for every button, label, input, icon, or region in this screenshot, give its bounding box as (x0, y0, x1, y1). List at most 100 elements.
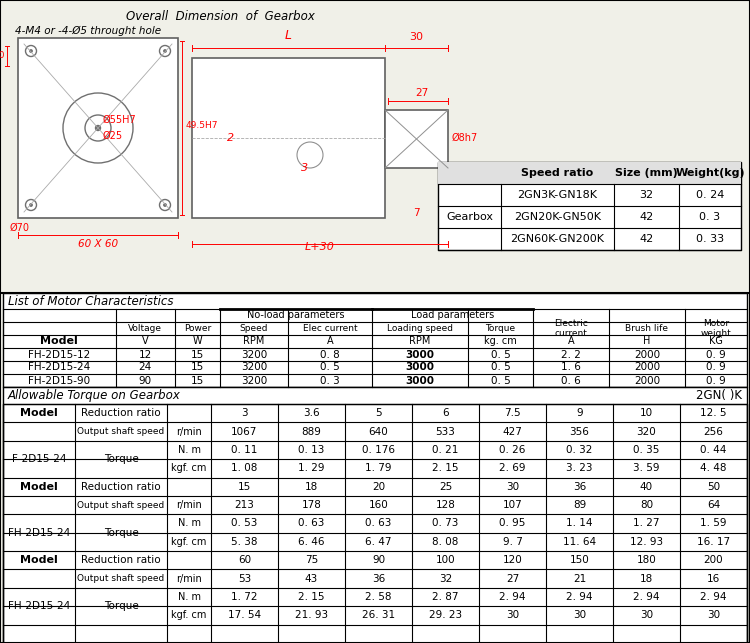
Text: 120: 120 (503, 556, 522, 565)
Text: kgf. cm: kgf. cm (171, 610, 207, 620)
Text: Voltage: Voltage (128, 324, 162, 333)
Text: 2GN60K-GN200K: 2GN60K-GN200K (511, 234, 604, 244)
Text: Load parameters: Load parameters (411, 311, 494, 320)
Bar (18, 38, 178, 218)
Text: Model: Model (20, 556, 58, 565)
Text: 15: 15 (190, 350, 204, 359)
Bar (438, 162, 741, 250)
Text: 6. 46: 6. 46 (298, 537, 325, 547)
Text: 0. 26: 0. 26 (500, 445, 526, 455)
Text: 1. 14: 1. 14 (566, 518, 592, 529)
Text: Output shaft speed: Output shaft speed (77, 427, 165, 436)
Text: 27: 27 (506, 574, 519, 584)
Text: 12. 93: 12. 93 (630, 537, 663, 547)
Text: Model: Model (40, 336, 78, 347)
Text: Allowable Torque on Gearbox: Allowable Torque on Gearbox (8, 389, 181, 402)
Text: No-load parameters: No-load parameters (248, 311, 345, 320)
Text: 26. 31: 26. 31 (362, 610, 395, 620)
Text: 2. 94: 2. 94 (500, 592, 526, 602)
Text: 0. 13: 0. 13 (298, 445, 325, 455)
Text: Ø25: Ø25 (103, 131, 123, 141)
Text: 107: 107 (503, 500, 522, 510)
Text: 11. 64: 11. 64 (563, 537, 596, 547)
Text: 0. 63: 0. 63 (298, 518, 325, 529)
Text: 32: 32 (640, 190, 653, 200)
Text: 0. 35: 0. 35 (633, 445, 660, 455)
Text: Reduction ratio: Reduction ratio (81, 408, 160, 418)
Text: 0. 8: 0. 8 (320, 350, 340, 359)
Text: Torque: Torque (104, 454, 138, 464)
Text: Brush life: Brush life (626, 324, 668, 333)
Text: 3: 3 (242, 408, 248, 418)
Text: 3200: 3200 (241, 363, 267, 372)
Text: 320: 320 (637, 426, 656, 437)
Text: 30: 30 (707, 610, 720, 620)
Text: 36: 36 (372, 574, 386, 584)
Text: 30: 30 (506, 610, 519, 620)
Text: 15: 15 (238, 482, 251, 492)
Bar (438, 162, 741, 184)
Text: 2GN20K-GN50K: 2GN20K-GN50K (514, 212, 601, 222)
Text: Loading speed: Loading speed (387, 324, 453, 333)
Text: N. m: N. m (178, 518, 200, 529)
Text: kgf. cm: kgf. cm (171, 537, 207, 547)
Text: 0. 5: 0. 5 (490, 363, 510, 372)
Text: 5: 5 (375, 408, 382, 418)
Text: 0. 95: 0. 95 (500, 518, 526, 529)
Text: 53: 53 (238, 574, 251, 584)
Text: List of Motor Characteristics: List of Motor Characteristics (8, 295, 173, 308)
Circle shape (164, 204, 166, 206)
Text: Ø70: Ø70 (10, 223, 30, 233)
Text: 30: 30 (410, 32, 424, 42)
Text: 2000: 2000 (634, 363, 660, 372)
Text: Reduction ratio: Reduction ratio (81, 482, 160, 492)
Text: L: L (285, 29, 292, 42)
Text: 889: 889 (302, 426, 322, 437)
Text: 3200: 3200 (241, 376, 267, 386)
Text: 0. 5: 0. 5 (490, 376, 510, 386)
Text: 0. 5: 0. 5 (490, 350, 510, 359)
Text: 1. 59: 1. 59 (700, 518, 727, 529)
Text: KG: KG (709, 336, 723, 347)
Text: 5. 38: 5. 38 (231, 537, 258, 547)
Text: 427: 427 (503, 426, 523, 437)
Text: 2GN3K-GN18K: 2GN3K-GN18K (518, 190, 598, 200)
Text: 2. 87: 2. 87 (432, 592, 459, 602)
Circle shape (95, 125, 100, 131)
Text: 178: 178 (302, 500, 322, 510)
Text: F-2D15-24: F-2D15-24 (12, 454, 66, 464)
Text: 16. 17: 16. 17 (697, 537, 730, 547)
Bar (3, 293, 747, 387)
Text: Output shaft speed: Output shaft speed (77, 574, 165, 583)
Text: 2. 15: 2. 15 (298, 592, 325, 602)
Text: r/min: r/min (176, 426, 202, 437)
Text: 7.5: 7.5 (504, 408, 520, 418)
Text: 10: 10 (0, 51, 5, 60)
Text: 30: 30 (506, 482, 519, 492)
Text: 3: 3 (302, 163, 308, 173)
Circle shape (30, 204, 32, 206)
Text: 12: 12 (139, 350, 152, 359)
Text: r/min: r/min (176, 574, 202, 584)
Text: 1. 08: 1. 08 (231, 464, 258, 473)
Circle shape (164, 50, 166, 52)
Text: FH-2D15-12: FH-2D15-12 (28, 350, 91, 359)
Text: 40: 40 (640, 482, 653, 492)
Text: A: A (326, 336, 333, 347)
Text: 0. 63: 0. 63 (365, 518, 392, 529)
Text: 2. 94: 2. 94 (566, 592, 592, 602)
Text: Torque: Torque (104, 601, 138, 611)
Text: 640: 640 (369, 426, 388, 437)
Text: 42: 42 (639, 234, 653, 244)
Text: 3. 59: 3. 59 (633, 464, 660, 473)
Text: 1. 79: 1. 79 (365, 464, 392, 473)
Text: 89: 89 (573, 500, 586, 510)
Text: 7: 7 (413, 208, 420, 218)
Text: L+30: L+30 (305, 242, 335, 252)
Text: 160: 160 (369, 500, 388, 510)
Text: Model: Model (20, 408, 58, 418)
Text: 0. 9: 0. 9 (706, 376, 726, 386)
Text: 0. 21: 0. 21 (432, 445, 459, 455)
Text: Electric
current: Electric current (554, 319, 588, 338)
Text: 0. 6: 0. 6 (561, 376, 580, 386)
